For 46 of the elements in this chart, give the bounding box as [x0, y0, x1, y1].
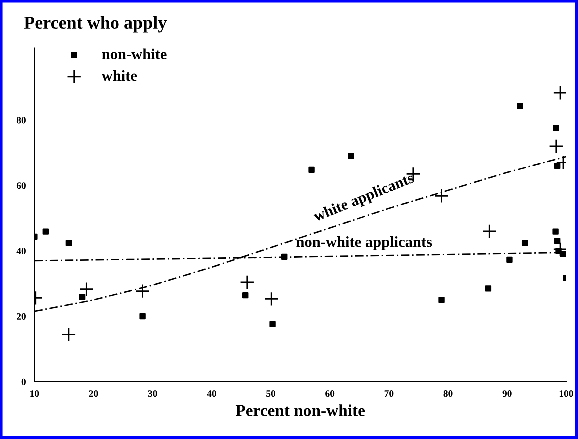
legend-label: white — [102, 70, 138, 82]
point — [62, 328, 76, 342]
point — [140, 313, 146, 320]
point — [79, 282, 94, 297]
x-tick-label: 20 — [89, 390, 98, 398]
x-tick-label: 100 — [560, 390, 574, 398]
point — [308, 166, 315, 174]
y-tick-label: 0 — [22, 378, 26, 386]
point — [506, 256, 513, 264]
x-tick-label: 80 — [444, 390, 453, 398]
point — [553, 86, 566, 100]
chart-title: Percent who apply — [24, 16, 167, 33]
x-tick-label: 40 — [207, 390, 216, 398]
point — [554, 238, 561, 244]
x-tick-label: 30 — [148, 390, 158, 398]
x-tick-label: 60 — [326, 390, 335, 398]
legend-label: non-white — [102, 48, 167, 60]
y-tick-label: 40 — [16, 248, 26, 255]
point — [66, 240, 72, 246]
point — [434, 188, 450, 204]
point — [79, 294, 86, 300]
annotation: non-white applicants — [296, 236, 432, 250]
x-tick-label: 10 — [30, 390, 40, 398]
point — [348, 153, 354, 160]
point — [264, 292, 279, 306]
point — [270, 321, 276, 328]
y-tick-label: 80 — [16, 117, 26, 124]
point — [242, 292, 249, 299]
point — [42, 228, 50, 235]
point — [549, 139, 564, 154]
point — [136, 284, 150, 299]
y-tick-label: 60 — [16, 182, 26, 190]
point — [553, 125, 560, 132]
point — [522, 240, 528, 246]
x-tick-label: 90 — [502, 390, 512, 398]
x-tick-label: 50 — [266, 390, 276, 398]
point — [485, 286, 492, 292]
x-tick-label: 70 — [384, 390, 394, 398]
point — [554, 162, 561, 170]
x-axis-title: Percent non-white — [236, 404, 366, 416]
point — [438, 297, 445, 304]
point — [482, 224, 497, 239]
point — [552, 228, 559, 235]
y-tick-label: 20 — [17, 313, 26, 320]
point — [517, 103, 524, 110]
point — [240, 275, 255, 290]
